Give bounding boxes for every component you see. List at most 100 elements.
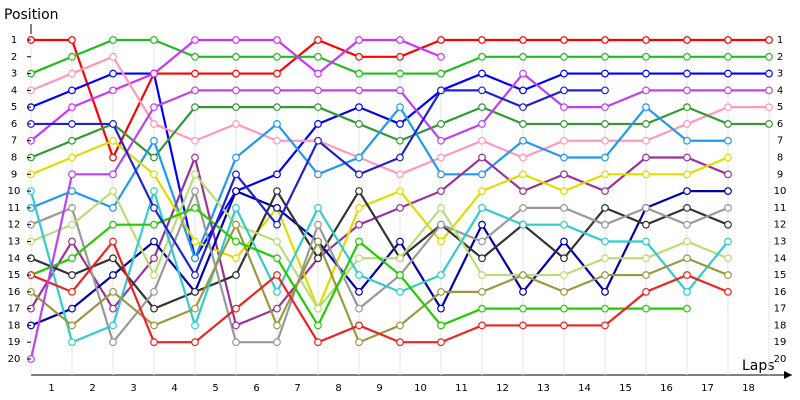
point <box>355 52 363 61</box>
point <box>478 254 486 263</box>
y-tick-label: 9 <box>11 169 17 180</box>
point <box>437 120 445 128</box>
point <box>68 321 76 330</box>
point <box>150 254 158 263</box>
point <box>314 86 322 95</box>
point <box>478 237 486 246</box>
point <box>314 52 322 61</box>
point <box>642 153 650 162</box>
point <box>150 120 158 128</box>
point <box>396 321 404 330</box>
point <box>232 103 240 112</box>
point <box>478 69 486 78</box>
point <box>314 36 322 44</box>
point <box>232 321 240 330</box>
point <box>642 203 650 212</box>
point <box>724 52 732 61</box>
point <box>68 220 76 229</box>
y-tick-label: 5 <box>11 102 17 113</box>
point <box>683 103 691 112</box>
point <box>519 271 527 279</box>
point <box>478 136 486 145</box>
point <box>683 220 691 229</box>
point <box>109 52 117 61</box>
point <box>437 237 445 246</box>
y-tick-label: 10 <box>8 186 21 197</box>
point <box>355 287 363 296</box>
point <box>355 321 363 330</box>
point <box>478 271 486 279</box>
point <box>273 170 281 179</box>
point <box>724 86 732 95</box>
point <box>683 153 691 162</box>
point <box>150 338 158 347</box>
point <box>437 69 445 78</box>
point <box>437 136 445 145</box>
point <box>724 220 732 229</box>
point <box>232 120 240 128</box>
point <box>437 304 445 313</box>
point <box>355 254 363 263</box>
y-tick-label: 6 <box>11 119 17 130</box>
point <box>560 36 568 44</box>
point <box>109 69 117 78</box>
point <box>273 304 281 313</box>
point <box>396 271 404 279</box>
y-tick-label: 20 <box>8 354 21 365</box>
point <box>232 86 240 95</box>
point <box>683 69 691 78</box>
point <box>355 203 363 212</box>
point <box>642 170 650 179</box>
point <box>314 321 322 330</box>
point <box>355 220 363 229</box>
point <box>191 237 199 246</box>
x-tick-label: 14 <box>578 383 591 394</box>
y-tick-label-right: 20 <box>774 354 787 365</box>
point <box>437 86 445 95</box>
point <box>314 338 322 347</box>
series-line <box>30 105 728 262</box>
point <box>765 86 773 95</box>
point <box>68 103 76 112</box>
point <box>437 203 445 212</box>
point <box>724 170 732 179</box>
point <box>724 287 732 296</box>
series-line <box>30 189 728 327</box>
y-tick-label-right: 1 <box>777 35 783 46</box>
point <box>109 203 117 212</box>
point <box>478 120 486 128</box>
point <box>724 271 732 279</box>
point <box>519 136 527 145</box>
point <box>519 120 527 128</box>
point <box>191 304 199 313</box>
point <box>109 321 117 330</box>
point <box>478 187 486 196</box>
point <box>519 103 527 112</box>
point <box>560 52 568 61</box>
point <box>478 220 486 229</box>
point <box>150 203 158 212</box>
series-line <box>30 153 729 327</box>
point <box>724 203 732 212</box>
point <box>396 187 404 196</box>
point <box>314 69 322 78</box>
point <box>355 69 363 78</box>
point <box>560 237 568 246</box>
point <box>396 237 404 246</box>
x-label: Laps <box>742 358 775 374</box>
point <box>765 120 773 128</box>
point <box>68 338 76 347</box>
point <box>560 203 568 212</box>
point <box>437 187 445 196</box>
point <box>642 103 650 112</box>
point <box>683 287 691 296</box>
y-tick-label: 2 <box>11 52 17 63</box>
y-tick-label-right: 10 <box>774 186 787 197</box>
y-tick-label-right: 3 <box>777 69 783 80</box>
x-tick-label: 8 <box>335 383 341 394</box>
y-tick-label-right: 11 <box>774 203 787 214</box>
point <box>109 86 117 95</box>
point <box>355 36 363 44</box>
point <box>601 153 609 162</box>
point <box>396 153 404 162</box>
